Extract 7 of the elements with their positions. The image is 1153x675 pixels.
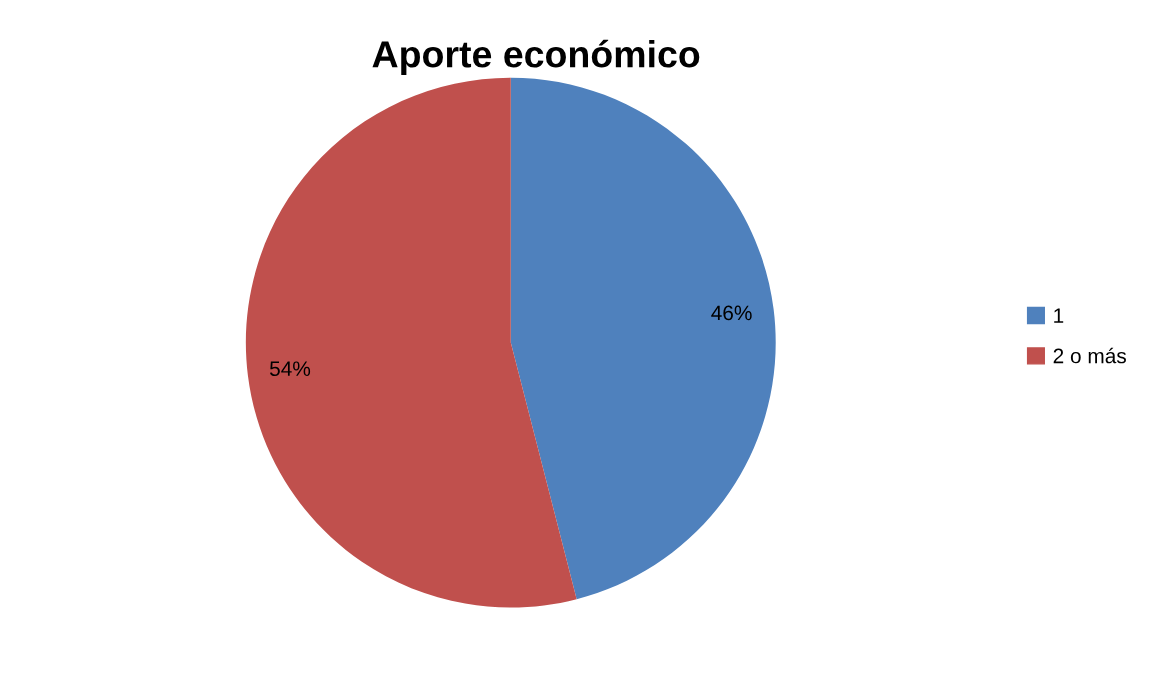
pie-slice xyxy=(245,77,577,608)
pie-slice xyxy=(510,77,776,600)
chart-title: Aporte económico xyxy=(372,39,700,76)
legend-label: 1 xyxy=(1054,308,1064,323)
data-label: 46% xyxy=(711,305,752,321)
legend-label: 2 o más xyxy=(1053,347,1126,364)
data-label: 54% xyxy=(269,361,311,377)
